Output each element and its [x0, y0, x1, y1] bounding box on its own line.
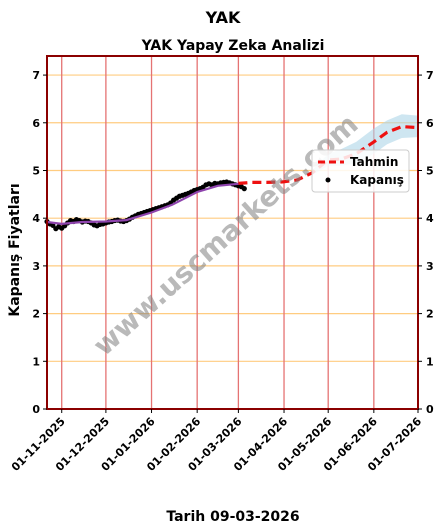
- y-tick-label-left: 5: [32, 164, 40, 177]
- y-tick-label-left: 1: [32, 355, 40, 368]
- y-tick-label-right: 0: [426, 403, 434, 416]
- chart-subtitle: YAK Yapay Zeka Analizi: [141, 38, 325, 54]
- y-tick-label-right: 5: [426, 164, 434, 177]
- y-tick-label-left: 2: [32, 308, 40, 321]
- chart-title: YAK: [205, 8, 241, 27]
- y-tick-label-right: 7: [426, 69, 434, 82]
- y-tick-label-right: 6: [426, 117, 434, 130]
- y-tick-label-left: 0: [32, 403, 40, 416]
- y-tick-label-right: 2: [426, 308, 434, 321]
- y-tick-label-left: 7: [32, 69, 40, 82]
- forecast-line: [238, 124, 419, 185]
- data-point-kapanis: [241, 186, 247, 192]
- legend-swatch-kapanis: [325, 177, 331, 183]
- y-tick-label-right: 3: [426, 260, 434, 273]
- data-point-kapanis: [50, 222, 56, 228]
- legend-label-tahmin: Tahmin: [350, 155, 398, 169]
- y-tick-label-right: 1: [426, 355, 434, 368]
- y-tick-label-left: 3: [32, 260, 40, 273]
- y-tick-label-right: 4: [426, 212, 434, 225]
- legend-box: [311, 149, 410, 193]
- x-axis-label: Tarih 09-03-2026: [166, 509, 299, 525]
- y-axis-label: Kapanış Fiyatları: [7, 183, 23, 316]
- trend-line: [46, 182, 239, 226]
- legend-label-kapanis: Kapanış: [350, 173, 404, 187]
- y-tick-label-left: 6: [32, 117, 40, 130]
- y-tick-label-left: 4: [32, 212, 40, 225]
- legend: Tahmin Kapanış: [311, 149, 410, 193]
- plot-frame: [46, 55, 419, 410]
- watermark: www.uscmarkets.com: [87, 108, 365, 363]
